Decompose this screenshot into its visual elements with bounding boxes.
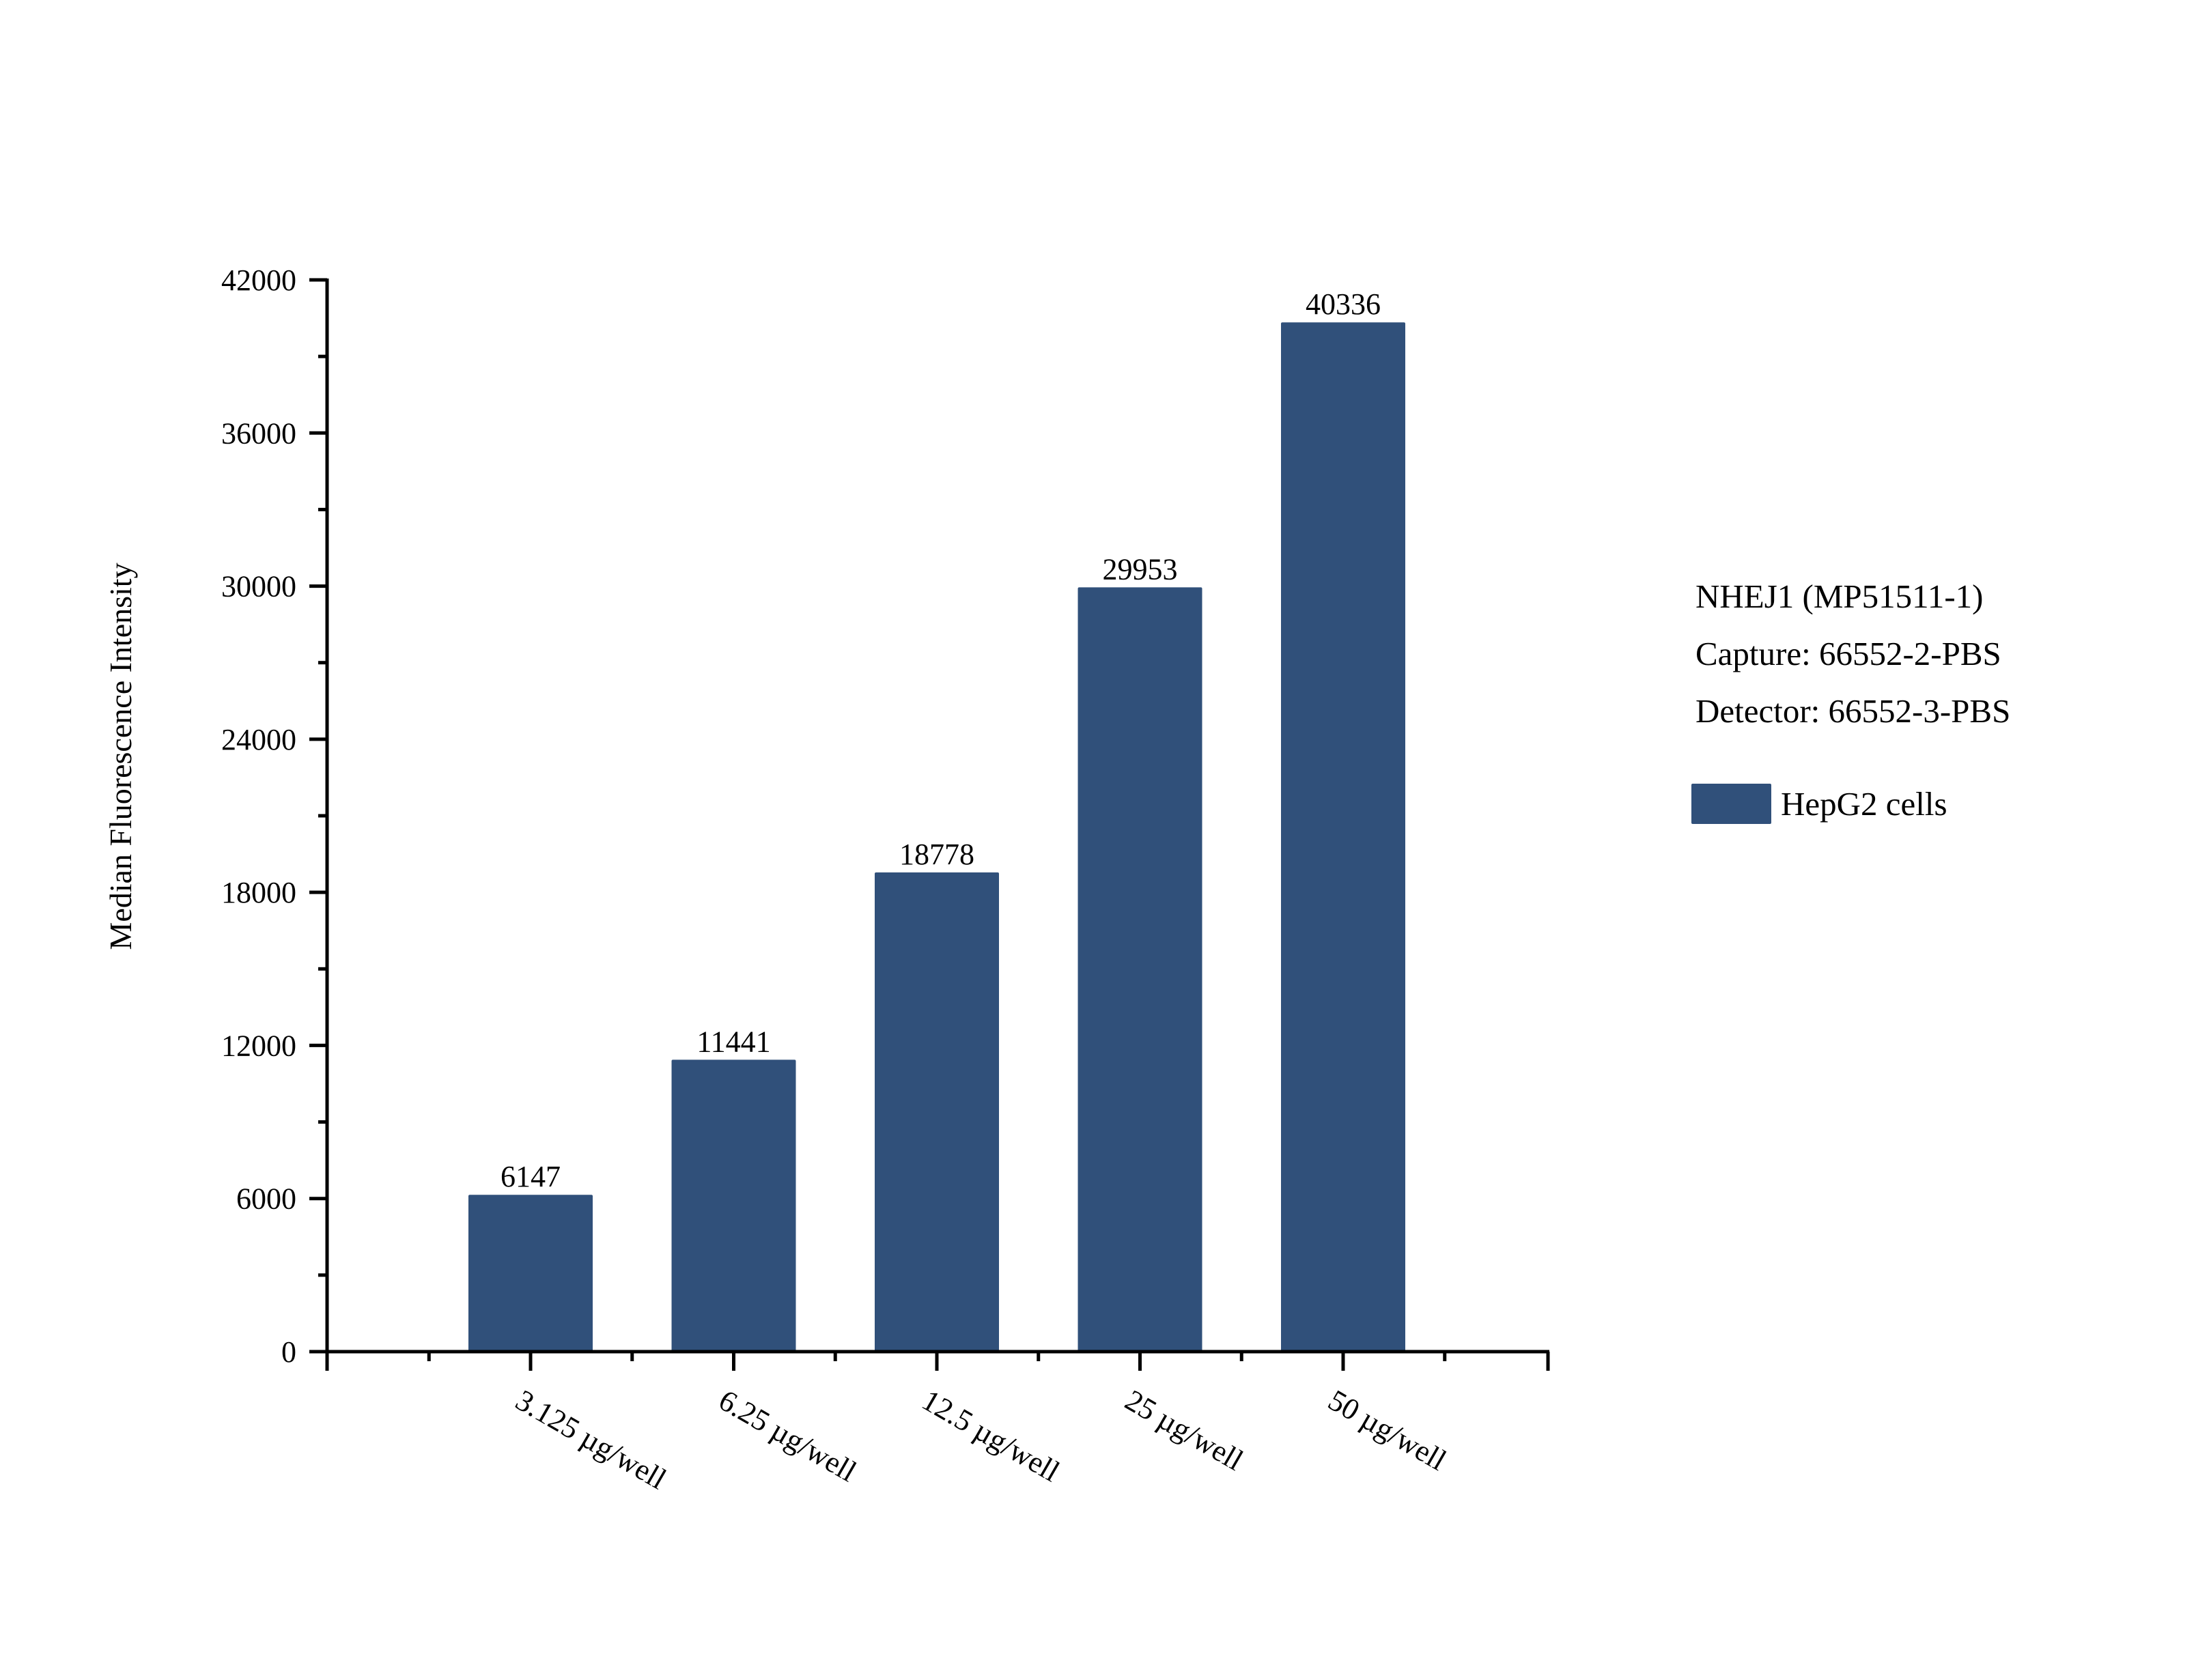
bar: [875, 872, 999, 1352]
y-tick-label: 12000: [221, 1029, 296, 1062]
bar-value-label: 40336: [1306, 287, 1381, 321]
bar: [1078, 587, 1202, 1352]
bar: [671, 1059, 796, 1352]
bar-value-label: 11441: [696, 1025, 770, 1058]
bar-value-labels: 6147 11441 18778 29953 40336: [501, 287, 1381, 1193]
legend: HepG2 cells: [1691, 784, 1947, 824]
bar-value-label: 6147: [501, 1160, 561, 1193]
x-tick-label: 3.125 µg/well: [510, 1383, 672, 1496]
annotation-capture: Capture: 66552-2-PBS: [1695, 635, 2001, 672]
bar: [468, 1195, 593, 1352]
y-tick-label: 24000: [221, 723, 296, 756]
bar: [1281, 322, 1405, 1352]
y-tick-label: 18000: [221, 876, 296, 909]
legend-swatch: [1691, 784, 1771, 824]
x-tick-label: 50 µg/well: [1323, 1383, 1452, 1477]
annotation-detector: Detector: 66552-3-PBS: [1695, 692, 2011, 730]
bar-value-label: 29953: [1103, 552, 1178, 586]
bars-group: [468, 322, 1405, 1352]
annotation-target: NHEJ1 (MP51511-1): [1695, 578, 1984, 615]
y-axis: 0 6000 12000 18000 24000 30000 36000 42000: [221, 264, 329, 1369]
y-tick-label: 6000: [236, 1182, 296, 1216]
x-tick-label: 6.25 µg/well: [714, 1383, 862, 1488]
y-tick-label: 30000: [221, 570, 296, 603]
x-tick-label: 12.5 µg/well: [916, 1383, 1065, 1488]
y-tick-label: 42000: [221, 264, 296, 297]
y-axis-title: Median Fluorescence Intensity: [103, 563, 138, 950]
x-axis: 3.125 µg/well 6.25 µg/well 12.5 µg/well 25 …: [309, 1350, 1550, 1496]
legend-label: HepG2 cells: [1781, 785, 1947, 823]
chart-annotation: NHEJ1 (MP51511-1) Capture: 66552-2-PBS D…: [1695, 568, 2010, 740]
y-tick-label: 0: [281, 1335, 296, 1369]
y-tick-label: 36000: [221, 416, 296, 450]
bar-value-label: 18778: [899, 838, 974, 871]
x-tick-label: 25 µg/well: [1120, 1383, 1249, 1477]
